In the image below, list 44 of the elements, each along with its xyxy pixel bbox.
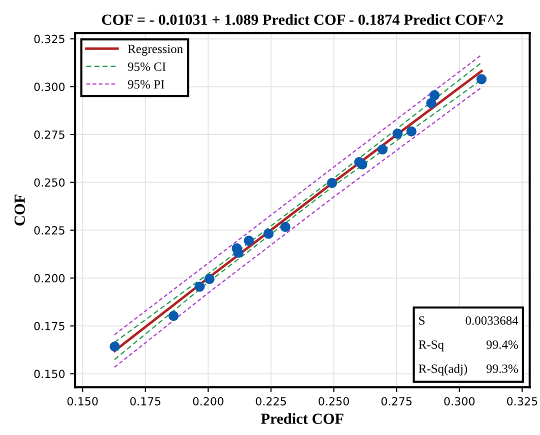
point xyxy=(357,159,368,170)
legend-label: 95% CI xyxy=(128,62,166,71)
x-tick-label: 0.225 xyxy=(256,397,286,406)
annotation: R-Sq xyxy=(418,340,444,352)
annotation: 99.3% xyxy=(486,364,518,373)
point xyxy=(263,228,274,239)
point xyxy=(406,126,417,137)
annotation: 99.4% xyxy=(486,340,518,349)
annotation: R-Sq(adj) xyxy=(418,364,468,376)
x-tick-label: 0.300 xyxy=(444,397,475,406)
point xyxy=(244,236,254,246)
y-tick-label: 0.250 xyxy=(34,178,65,187)
y-tick-label: 0.325 xyxy=(34,34,64,44)
x-axis-title: Predict COF xyxy=(261,413,344,424)
point xyxy=(233,248,244,258)
point xyxy=(426,98,436,108)
y-tick-label: 0.150 xyxy=(34,370,65,378)
chart-title: COF = - 0.01031 + 1.089 Predict COF - 0.1874 Predict COF^2 xyxy=(102,14,503,25)
point xyxy=(429,90,440,100)
point xyxy=(377,144,388,155)
point xyxy=(476,74,487,84)
y-tick-label: 0.175 xyxy=(34,322,64,330)
point xyxy=(204,274,215,284)
x-tick-label: 0.325 xyxy=(507,397,538,406)
point xyxy=(168,310,179,322)
x-tick-label: 0.200 xyxy=(193,397,224,406)
x-tick-label: 0.175 xyxy=(130,397,160,406)
y-tick-label: 0.300 xyxy=(34,82,65,92)
x-tick-label: 0.150 xyxy=(67,397,98,406)
annotation: S xyxy=(419,316,425,325)
y-tick-label: 0.225 xyxy=(34,226,64,235)
point xyxy=(110,341,120,352)
point xyxy=(194,282,205,292)
point xyxy=(326,178,338,188)
y-axis-title: COF xyxy=(14,194,25,226)
x-tick-label: 0.275 xyxy=(381,397,412,406)
x-tick-label: 0.250 xyxy=(318,397,349,406)
legend-label: Regression xyxy=(128,44,183,56)
annotation: 0.0033684 xyxy=(466,316,518,325)
y-tick-label: 0.200 xyxy=(34,274,65,282)
point xyxy=(392,128,403,139)
point xyxy=(280,222,290,232)
legend-label: 95% PI xyxy=(128,80,164,89)
y-tick-label: 0.275 xyxy=(34,130,64,139)
